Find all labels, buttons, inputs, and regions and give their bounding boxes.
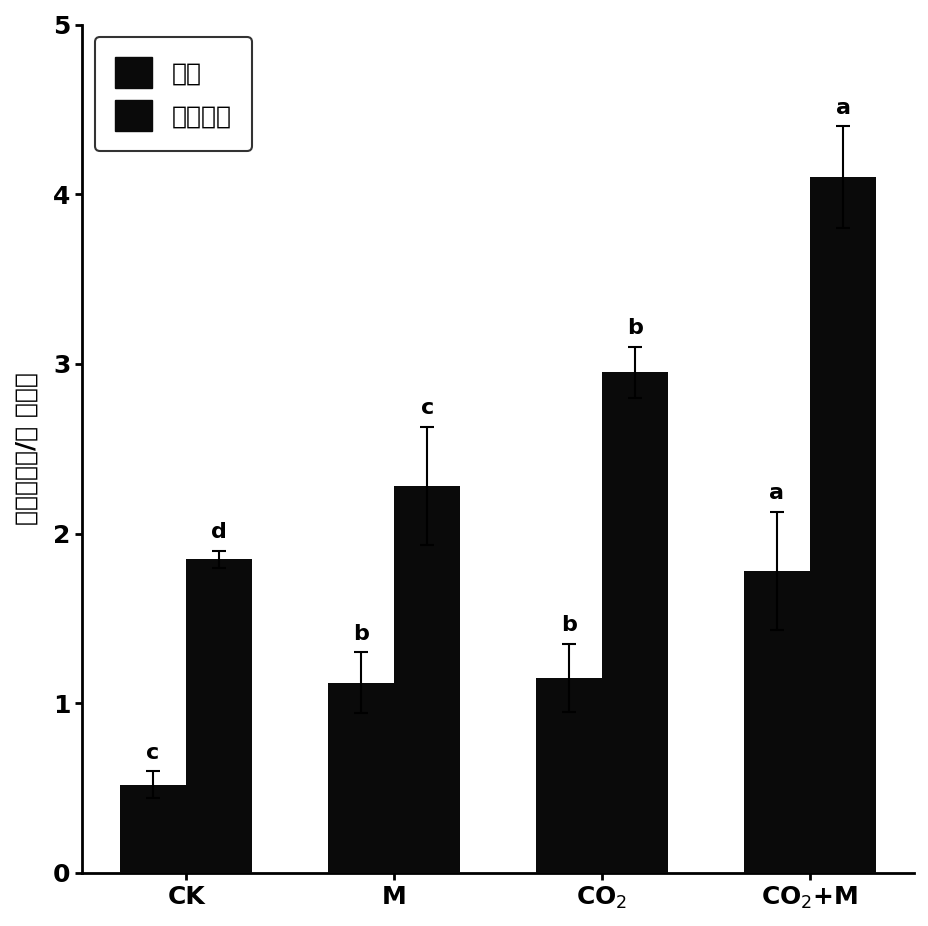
Legend: 根系, 地上部分: 根系, 地上部分 bbox=[95, 37, 251, 151]
Text: b: b bbox=[353, 624, 368, 644]
Bar bbox=[186, 559, 252, 873]
Bar bbox=[601, 372, 667, 873]
Text: c: c bbox=[147, 743, 160, 763]
Text: a: a bbox=[834, 98, 850, 118]
Bar bbox=[120, 784, 186, 873]
Y-axis label: 生物量（克/株 鲜重）: 生物量（克/株 鲜重） bbox=[15, 372, 39, 525]
Text: b: b bbox=[561, 616, 576, 635]
Bar bbox=[393, 486, 459, 873]
Text: c: c bbox=[420, 398, 433, 419]
Text: b: b bbox=[626, 319, 642, 338]
Bar bbox=[328, 683, 393, 873]
Text: a: a bbox=[768, 483, 783, 503]
Bar bbox=[535, 678, 601, 873]
Bar bbox=[809, 177, 875, 873]
Text: d: d bbox=[211, 522, 227, 542]
Bar bbox=[743, 571, 809, 873]
